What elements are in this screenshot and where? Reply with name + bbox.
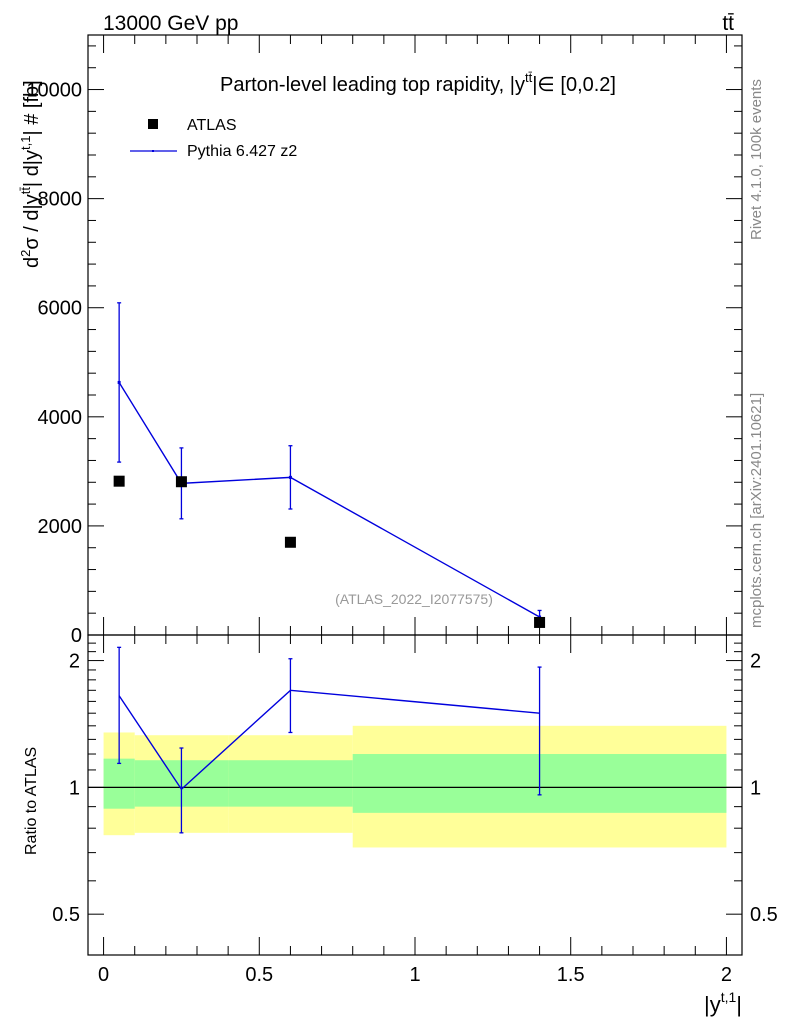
legend-atlas-label: ATLAS [187, 117, 237, 134]
main-ytick-label: 0 [71, 625, 82, 647]
atlas-point [284, 536, 296, 548]
ratio-ytick-label: 0.5 [52, 904, 80, 926]
atlas-point [175, 476, 187, 488]
main-ytick-label: 6000 [38, 298, 83, 320]
ratio-ytick-label-right: 1 [750, 777, 761, 799]
main-panel: 0 2000 4000 6000 8000 10000 (ATLAS_2022_I2077… [18, 34, 743, 647]
main-ytick-label: 10000 [26, 80, 82, 102]
ratio-xtick-label: 0 [98, 964, 109, 986]
ratio-xtick-label: 1 [409, 964, 420, 986]
ratio-axis-ticks: 0 0.5 1 1.5 2 0.5 0.5 1 1 2 2 [52, 635, 778, 986]
atlas-point [534, 616, 546, 628]
main-plot-content [113, 302, 546, 628]
rivet-label: Rivet 4.1.0, 100k events [748, 79, 765, 240]
ratio-stat-band [103, 758, 135, 809]
ratio-xtick-label: 0.5 [245, 964, 273, 986]
ratio-xtick-label: 2 [721, 964, 732, 986]
main-axis-ticks: 0 2000 4000 6000 8000 10000 [26, 35, 742, 647]
energy-label: 13000 GeV pp [103, 12, 238, 35]
main-title-tail: |∈ [0,0.2] [532, 74, 616, 96]
main-title-superscript: tt̄ [525, 70, 533, 85]
ratio-ytick-label: 1 [69, 777, 80, 799]
ratio-ylabel: Ratio to ATLAS [23, 747, 40, 855]
ratio-stat-band [228, 760, 353, 807]
legend-atlas-marker [148, 119, 158, 129]
main-ytick-label: 2000 [38, 516, 83, 538]
pythia-line [118, 382, 540, 618]
pythia-point [288, 475, 292, 479]
main-ytick-label: 8000 [38, 189, 83, 211]
ratio-plot-content [88, 646, 742, 848]
main-title-text: Parton-level leading top rapidity, |y [220, 74, 525, 96]
legend: ATLAS Pythia 6.427 z2 [130, 117, 297, 160]
ratio-ytick-label: 2 [69, 651, 80, 673]
pythia-point [117, 380, 121, 384]
main-title: Parton-level leading top rapidity, |ytt̄… [220, 70, 616, 96]
main-ytick-label: 4000 [38, 407, 83, 429]
x-axis-label: |yt,1| [704, 989, 742, 1017]
main-watermark: (ATLAS_2022_I2077575) [335, 591, 493, 607]
mcplots-label: mcplots.cern.ch [arXiv:2401.10621] [748, 393, 765, 628]
ratio-ytick-label-right: 2 [750, 651, 761, 673]
legend-pythia-marker [152, 150, 154, 152]
atlas-point [113, 475, 125, 487]
main-ylabel: d2σ / d|ytt̄| d|yt,1| # [fb] [18, 80, 43, 268]
ratio-ytick-label-right: 0.5 [750, 904, 778, 926]
legend-pythia-label: Pythia 6.427 z2 [187, 143, 297, 160]
ratio-panel: 0 0.5 1 1.5 2 0.5 0.5 1 1 2 2 Ratio to ATLAS |yt,1… [23, 634, 778, 1017]
ratio-pythia-line [118, 689, 540, 791]
process-label: tt̄ [722, 12, 734, 35]
ratio-xtick-label: 1.5 [557, 964, 585, 986]
